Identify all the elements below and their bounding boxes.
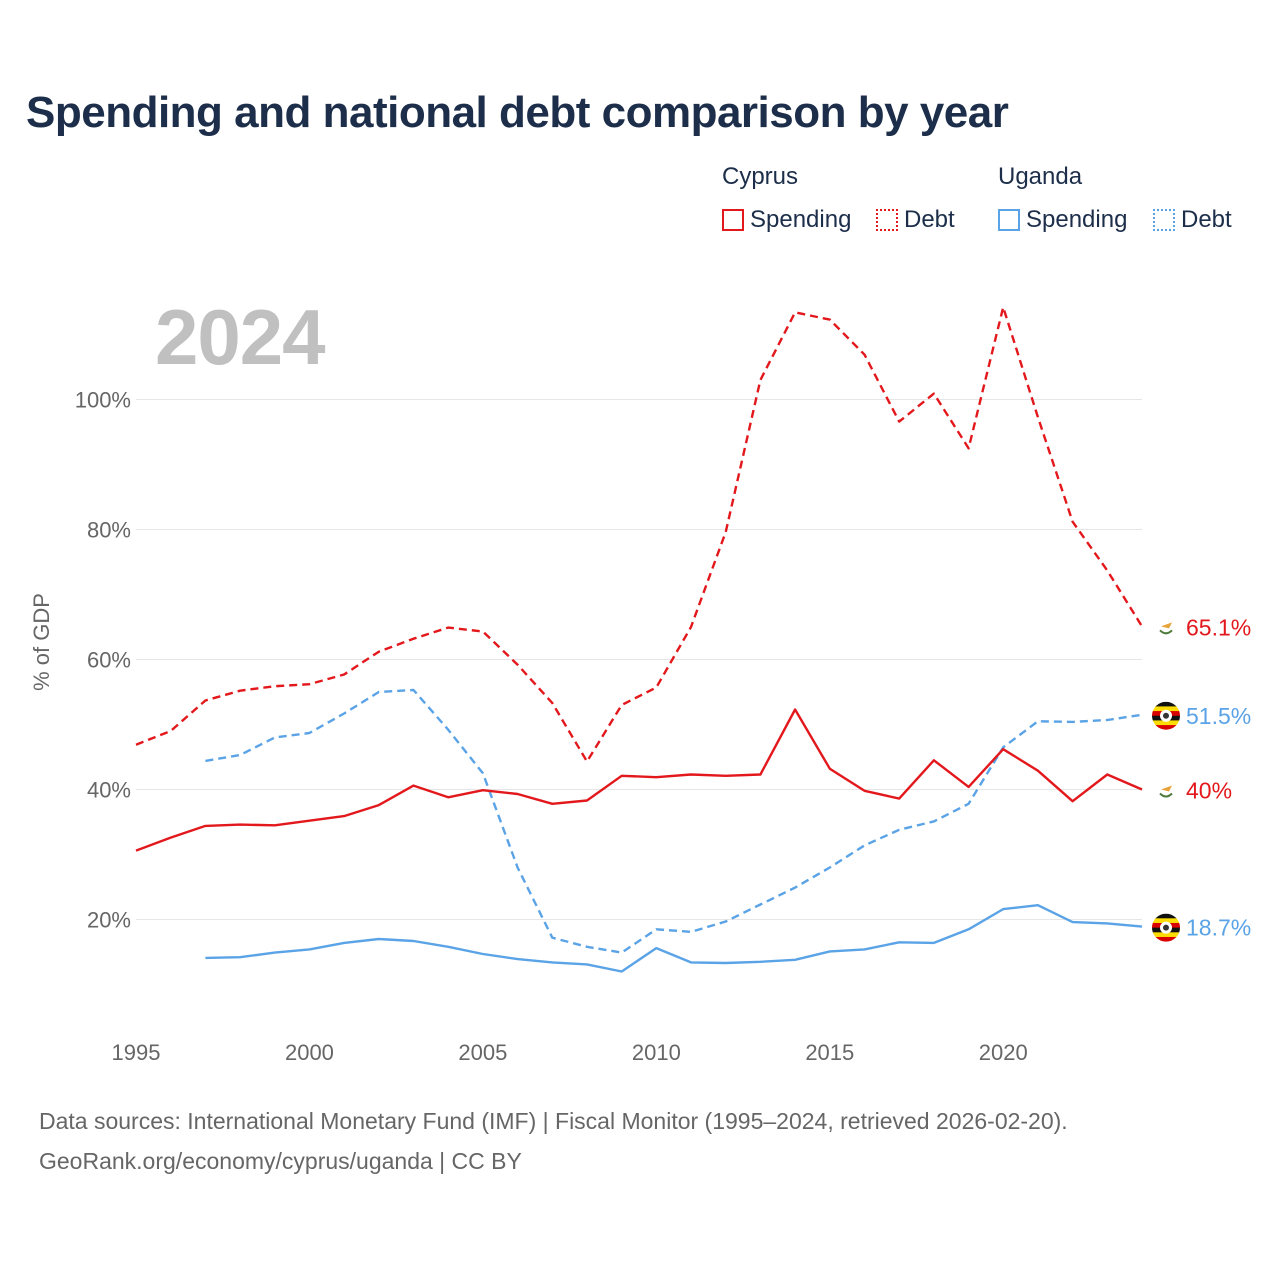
series-line-cyprus-debt[interactable] <box>135 306 1144 763</box>
uganda-flag-icon <box>1152 701 1180 730</box>
legend-swatch-solid-red <box>722 209 744 231</box>
legend-swatch-dotted-blue <box>1153 209 1175 231</box>
x-axis-ticks: 1995 2000 2005 2010 2015 2020 <box>112 1040 1028 1065</box>
y-tick-label: 100% <box>75 388 131 413</box>
legend-group-cyprus: Cyprus <box>722 163 799 190</box>
series-line-uganda-debt[interactable] <box>205 688 1143 954</box>
series-line-uganda-spending[interactable] <box>205 904 1143 973</box>
end-value-label: 65.1% <box>1186 614 1251 640</box>
x-tick-label: 2015 <box>805 1040 854 1065</box>
end-value-label: 51.5% <box>1186 703 1251 729</box>
y-axis-ticks: 20% 40% 60% 80% 100% <box>75 388 131 933</box>
x-tick-label: 2000 <box>285 1040 334 1065</box>
legend-cyprus-debt[interactable]: Debt <box>876 205 955 235</box>
year-label: 2024 <box>155 293 326 381</box>
y-tick-label: 80% <box>87 518 131 543</box>
y-tick-label: 20% <box>87 908 131 933</box>
series-line-cyprus-spending[interactable] <box>135 708 1143 852</box>
x-tick-label: 2010 <box>632 1040 681 1065</box>
legend-label: Spending <box>750 206 852 233</box>
legend-label: Debt <box>1181 206 1232 233</box>
legend-cyprus-spending[interactable]: Spending <box>722 205 851 235</box>
legend-label: Debt <box>904 206 955 233</box>
end-labels: 65.1% 51.5% 40% 18.7% <box>1152 614 1251 942</box>
y-tick-label: 60% <box>87 648 131 673</box>
series-lines <box>135 306 1144 973</box>
legend-swatch-dotted-red <box>876 209 898 231</box>
x-tick-label: 2020 <box>979 1040 1028 1065</box>
legend-swatch-solid-blue <box>998 209 1020 231</box>
x-tick-label: 1995 <box>112 1040 161 1065</box>
y-tick-label: 40% <box>87 778 131 803</box>
source-line-1: Data sources: International Monetary Fun… <box>39 1108 1068 1134</box>
end-value-label: 18.7% <box>1186 915 1251 941</box>
chart-title: Spending and national debt comparison by… <box>26 88 1009 137</box>
legend-uganda-debt[interactable]: Debt <box>1153 205 1232 235</box>
legend-label: Spending <box>1026 206 1128 233</box>
grid-lines <box>136 399 1142 920</box>
end-value-label: 40% <box>1186 778 1232 804</box>
uganda-flag-icon <box>1152 913 1180 942</box>
legend-uganda-spending[interactable]: Spending <box>998 205 1127 235</box>
x-tick-label: 2005 <box>458 1040 507 1065</box>
source-line-2[interactable]: GeoRank.org/economy/cyprus/uganda | CC B… <box>39 1148 522 1174</box>
cyprus-flag-icon <box>1157 781 1175 800</box>
cyprus-flag-icon <box>1157 618 1175 637</box>
legend-group-uganda: Uganda <box>998 163 1083 190</box>
